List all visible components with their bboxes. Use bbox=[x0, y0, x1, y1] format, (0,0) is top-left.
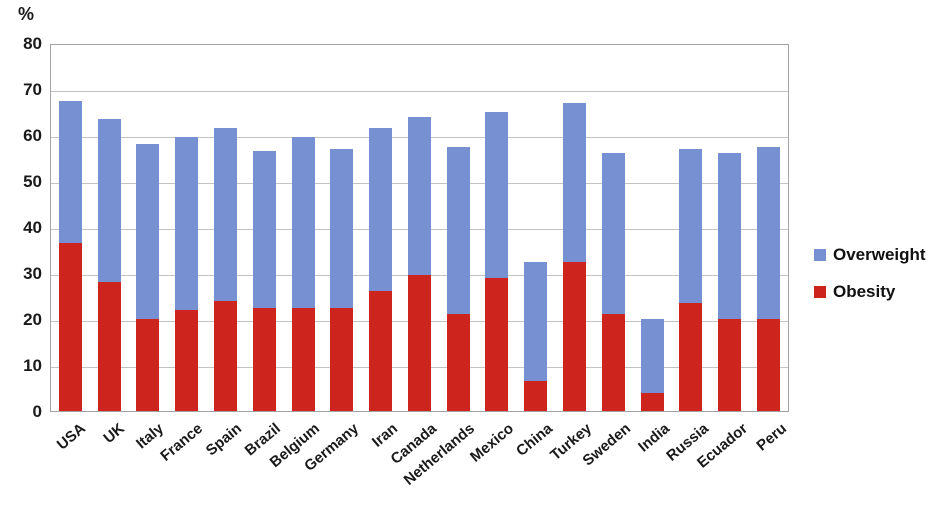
bar-segment-obesity-uk bbox=[97, 282, 121, 411]
bar-ecuador bbox=[718, 153, 742, 411]
bar-segment-overweight-turkey bbox=[563, 102, 587, 262]
bar-usa bbox=[58, 100, 82, 411]
bar-segment-obesity-canada bbox=[407, 275, 431, 411]
bar-spain bbox=[214, 128, 238, 411]
bar-segment-overweight-usa bbox=[58, 100, 82, 244]
bar-segment-overweight-uk bbox=[97, 118, 121, 283]
bar-brazil bbox=[252, 151, 276, 411]
bar-segment-overweight-canada bbox=[407, 116, 431, 276]
bar-segment-obesity-belgium bbox=[291, 307, 315, 411]
bar-segment-overweight-iran bbox=[369, 128, 393, 292]
legend-obesity-swatch-icon bbox=[814, 286, 826, 298]
legend-obesity-label: Obesity bbox=[833, 282, 896, 301]
bar-segment-obesity-sweden bbox=[601, 314, 625, 411]
bar-segment-obesity-spain bbox=[214, 300, 238, 411]
bar-segment-obesity-italy bbox=[136, 319, 160, 411]
bar-segment-obesity-mexico bbox=[485, 277, 509, 411]
bar-iran bbox=[369, 128, 393, 411]
bar-segment-overweight-peru bbox=[756, 146, 780, 319]
bar-segment-obesity-china bbox=[524, 381, 548, 411]
bar-segment-obesity-usa bbox=[58, 243, 82, 411]
bar-segment-overweight-sweden bbox=[601, 153, 625, 315]
bar-sweden bbox=[601, 153, 625, 411]
y-tick-label-80: 80 bbox=[23, 34, 42, 53]
bar-segment-obesity-germany bbox=[330, 307, 354, 411]
y-tick-label-40: 40 bbox=[23, 218, 42, 237]
y-tick-label-0: 0 bbox=[32, 402, 42, 421]
bar-russia bbox=[679, 148, 703, 411]
bar-segment-obesity-turkey bbox=[563, 261, 587, 411]
bar-uk bbox=[97, 118, 121, 411]
plot-area bbox=[50, 44, 789, 412]
bar-segment-overweight-netherlands bbox=[446, 146, 470, 315]
bar-segment-overweight-spain bbox=[214, 128, 238, 301]
y-tick-label-30: 30 bbox=[23, 264, 42, 283]
bar-segment-obesity-france bbox=[175, 309, 199, 411]
bar-segment-obesity-brazil bbox=[252, 307, 276, 411]
bar-segment-overweight-china bbox=[524, 261, 548, 382]
y-axis-unit-label: % bbox=[18, 4, 35, 24]
bar-segment-overweight-france bbox=[175, 137, 199, 310]
bars-layer bbox=[51, 45, 788, 411]
y-tick-label-50: 50 bbox=[23, 172, 42, 191]
legend: Overweight Obesity bbox=[814, 245, 926, 319]
y-tick-label-70: 70 bbox=[23, 80, 42, 99]
bar-segment-obesity-peru bbox=[756, 319, 780, 411]
bar-peru bbox=[756, 146, 780, 411]
bar-segment-obesity-india bbox=[640, 392, 664, 411]
bar-france bbox=[175, 137, 199, 411]
y-tick-label-60: 60 bbox=[23, 126, 42, 145]
bar-segment-overweight-brazil bbox=[252, 151, 276, 308]
bar-segment-overweight-russia bbox=[679, 148, 703, 303]
legend-item-obesity: Obesity bbox=[814, 282, 926, 302]
bar-canada bbox=[407, 116, 431, 411]
bar-turkey bbox=[563, 102, 587, 411]
bar-segment-obesity-iran bbox=[369, 291, 393, 411]
bar-segment-obesity-netherlands bbox=[446, 314, 470, 411]
legend-overweight-label: Overweight bbox=[833, 245, 926, 264]
bar-india bbox=[640, 319, 664, 411]
legend-item-overweight: Overweight bbox=[814, 245, 926, 265]
y-tick-label-20: 20 bbox=[23, 310, 42, 329]
bar-segment-obesity-ecuador bbox=[718, 319, 742, 411]
bar-netherlands bbox=[446, 146, 470, 411]
bar-segment-obesity-russia bbox=[679, 302, 703, 411]
gridline-70 bbox=[51, 91, 788, 92]
y-tick-label-10: 10 bbox=[23, 356, 42, 375]
bar-mexico bbox=[485, 112, 509, 411]
legend-overweight-swatch-icon bbox=[814, 249, 826, 261]
bar-italy bbox=[136, 144, 160, 411]
bar-belgium bbox=[291, 137, 315, 411]
bar-segment-overweight-india bbox=[640, 319, 664, 393]
bar-segment-overweight-mexico bbox=[485, 112, 509, 278]
bar-segment-overweight-ecuador bbox=[718, 153, 742, 319]
bar-segment-overweight-belgium bbox=[291, 137, 315, 308]
bar-segment-overweight-germany bbox=[330, 148, 354, 308]
bar-germany bbox=[330, 148, 354, 411]
bar-china bbox=[524, 261, 548, 411]
bar-segment-overweight-italy bbox=[136, 144, 160, 319]
